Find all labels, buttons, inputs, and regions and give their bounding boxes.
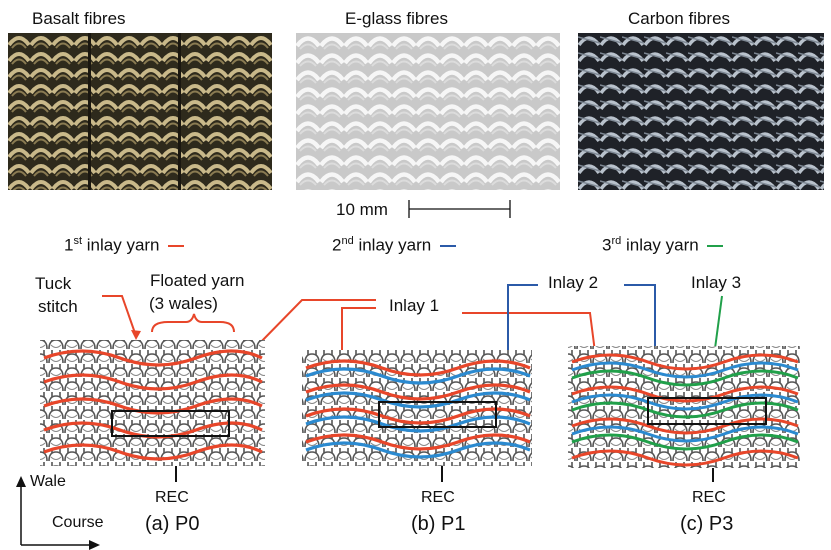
rec-arrowhead-b [437,419,447,429]
wale-arrowhead [16,476,26,487]
rec-box-p1 [378,401,497,428]
rec-box-p0 [111,410,230,437]
inlay3-arrow [713,295,723,357]
structure-p3 [568,346,800,468]
scale-bar [408,200,511,218]
photo-title-basalt: Basalt fibres [32,9,126,28]
inlay1-arrowhead-mid [337,352,347,362]
caption-p0: (a) P0 [145,513,200,535]
photo-carbon-fabric [578,33,824,190]
rec-label-p0: REC [155,489,189,506]
structure-p0 [40,340,265,466]
inlay1-arrow-left [255,299,376,348]
rec-label-p3: REC [692,489,726,506]
structure-p1 [302,350,532,466]
caption-p1: (b) P1 [411,513,466,535]
label-tuck: Tuck [35,274,72,293]
inlay1-arrowhead-left [253,340,263,351]
scale-bar-label: 10 mm [336,200,388,219]
axis-label-course: Course [52,514,104,531]
legend-inlay-3: 3rd inlay yarn [602,235,724,256]
inlay3-arrowhead [709,352,719,362]
legend-inlay-1: 1st inlay yarn [64,235,185,256]
caption-p3: (c) P3 [680,513,734,535]
legend-swatch-red [168,245,185,248]
photo-title-eglass: E-glass fibres [345,9,448,28]
course-arrowhead [89,540,100,550]
inlay2-arrowhead-right [650,358,660,368]
rec-arrowhead-a [171,434,181,444]
tuck-arrowhead [131,330,141,340]
label-inlay-3: Inlay 3 [691,273,742,292]
inlay1-arrow-right [462,312,596,353]
photo-title-carbon: Carbon fibres [628,9,731,28]
label-inlay-1: Inlay 1 [389,296,440,315]
inlay2-arrowhead-left [503,358,513,368]
inlay2-arrow-left [507,284,538,362]
float-brace [151,313,235,333]
inlay1-arrow-mid [341,307,376,356]
legend-swatch-green [707,245,724,248]
label-stitch: stitch [38,297,78,316]
photo-eglass-fabric [296,33,560,190]
rec-arrowhead-c [708,419,718,429]
label-floated-yarn: Floated yarn [150,271,245,290]
legend-swatch-blue [439,245,456,248]
inlay1-arrowhead-right [590,347,600,358]
label-inlay-2: Inlay 2 [548,273,599,292]
rec-label-p1: REC [421,489,455,506]
rec-box-p3 [647,397,767,425]
photo-basalt-fabric [8,33,272,190]
tuck-arrow [102,295,137,337]
legend-inlay-2: 2nd inlay yarn [332,235,456,256]
label-three-wales: (3 wales) [149,294,218,313]
inlay2-arrow-right [624,284,656,362]
axis-label-wale: Wale [30,473,66,490]
